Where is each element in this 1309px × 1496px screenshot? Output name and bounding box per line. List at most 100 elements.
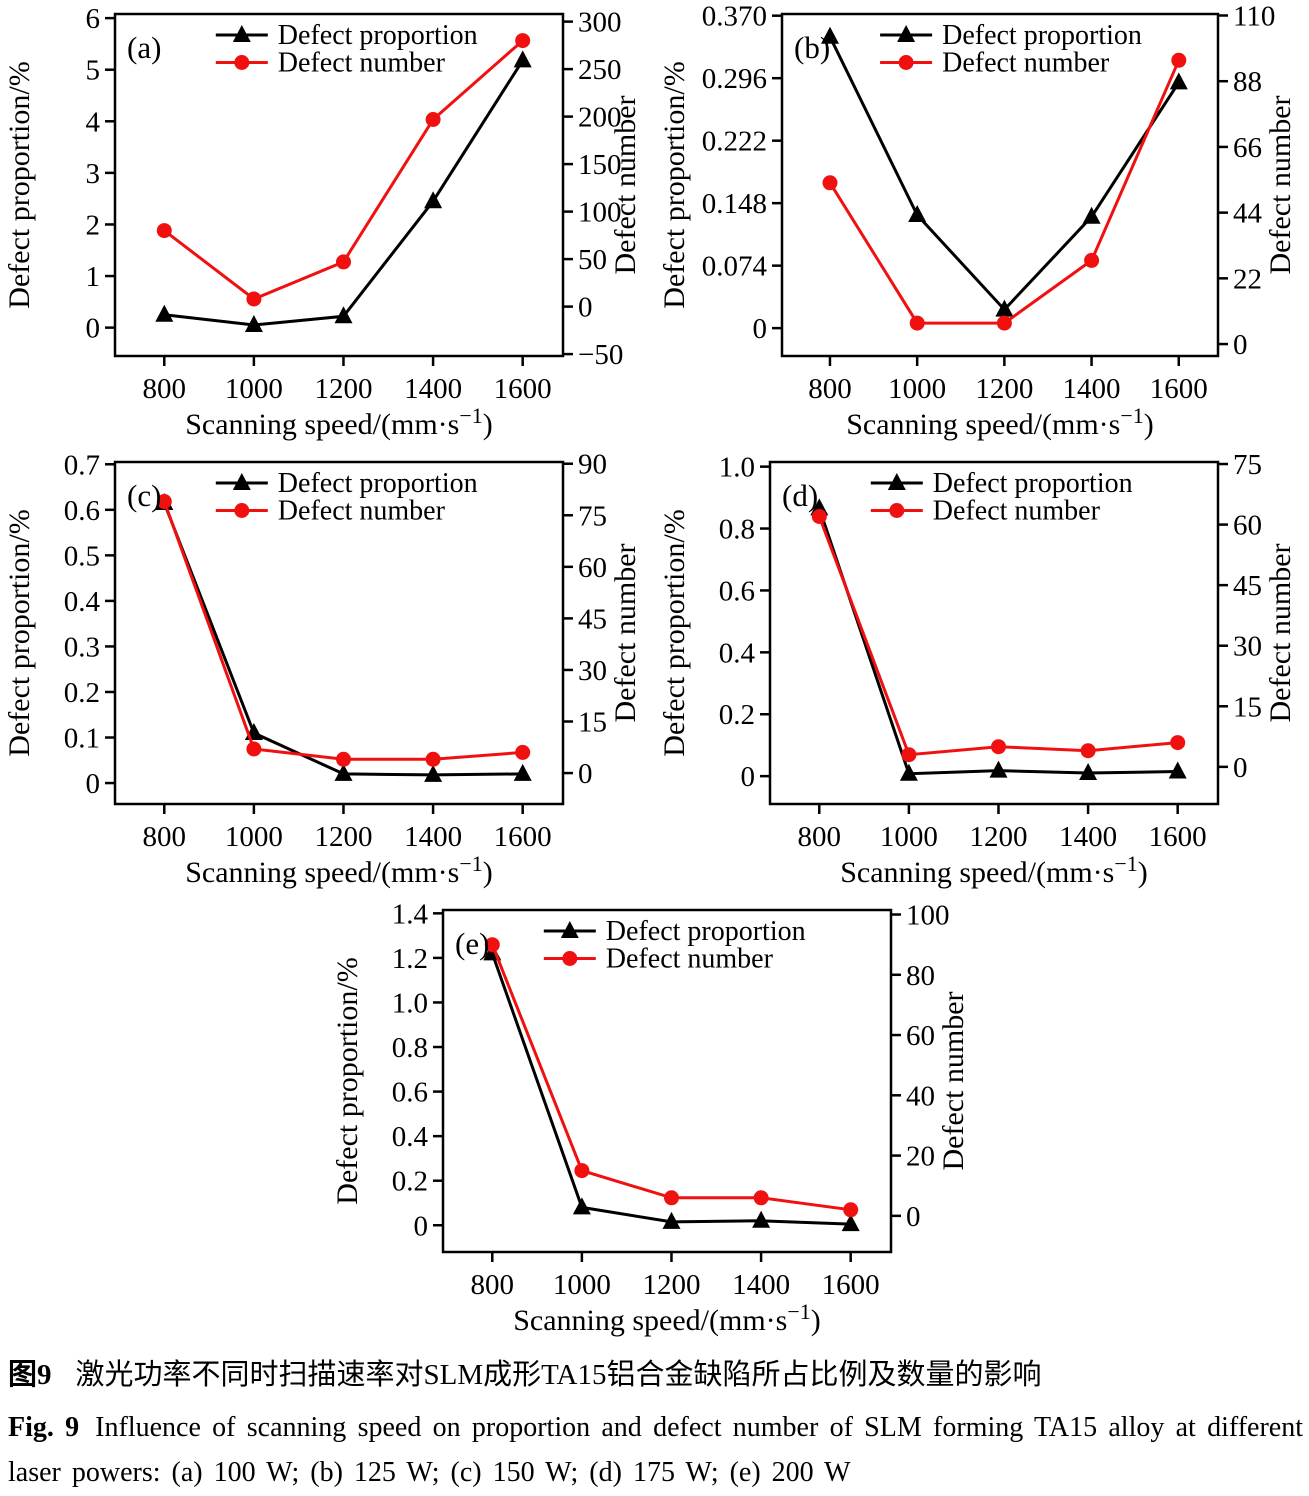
x-axis-label: Scanning speed/(mm·s−1) [840,851,1148,889]
chart-canvas: 800 1000 1200 1400 1600 0 0.074 0.148 0.222 0.296… [658,0,1297,441]
circle-marker [515,33,531,49]
circle-marker [996,315,1012,331]
circle-marker [156,223,172,239]
triangle-marker [662,1211,680,1229]
legend-label: Defect proportion [278,468,478,499]
legend-label: Defect number [605,944,773,975]
svg-text:45: 45 [578,603,607,635]
svg-text:75: 75 [1233,449,1262,481]
svg-text:100: 100 [578,197,622,229]
svg-text:1400: 1400 [404,373,462,405]
caption-en-label: Fig. 9 [8,1412,80,1444]
series-defect-proportion [155,50,532,332]
x-axis-ticks: 800 1000 1200 1400 1600 [797,804,1206,853]
svg-text:60: 60 [1233,510,1262,542]
svg-text:2: 2 [86,209,101,241]
chart-d: 800 1000 1200 1400 1600 0 0.2 0.4 0.6 0.8 1.0 0 15 30… [654,448,1309,896]
svg-text:1600: 1600 [1149,373,1207,405]
plot-box [441,908,892,1254]
svg-text:250: 250 [578,54,622,86]
svg-text:800: 800 [797,821,841,853]
svg-text:45: 45 [1233,570,1262,602]
svg-text:0.6: 0.6 [718,575,754,607]
circle-marker [842,1202,858,1218]
svg-text:800: 800 [143,373,187,405]
circle-marker [156,494,172,509]
circle-marker [561,951,577,966]
svg-text:150: 150 [578,149,622,181]
svg-text:0: 0 [740,761,755,793]
figure-caption: 图9 激光功率不同时扫描速率对SLM成形TA15铝合金缺陷所占比例及数量的影响 F… [0,1344,1309,1496]
panel-label: (d) [782,478,818,513]
svg-text:1000: 1000 [225,821,283,853]
left-axis-ticks: 0 0.074 0.148 0.222 0.296 0.370 [701,1,782,345]
chart-canvas: 800 1000 1200 1400 1600 0 1 2 3 4 5 6 −50 0 50 100 150 20… [3,3,642,441]
legend-label: Defect proportion [942,20,1142,51]
right-axis-ticks: 0 22 44 66 88 110 [1217,0,1275,361]
legend-label: Defect number [278,48,446,79]
circle-marker [822,175,837,191]
series-defect-number [156,494,531,767]
panel-label: (c) [127,478,161,513]
circle-marker [909,315,925,331]
triangle-marker [232,25,251,42]
caption-cn-label: 图9 [8,1359,52,1391]
legend-label: Defect proportion [605,916,805,947]
svg-text:0.6: 0.6 [391,1077,427,1109]
svg-text:0.4: 0.4 [718,637,755,669]
svg-text:60: 60 [578,552,607,584]
left-axis-ticks: 0 1 2 3 4 5 6 [86,3,115,345]
svg-text:0.7: 0.7 [64,449,100,481]
right-axis-label: Defect number [609,95,642,274]
charts-grid: 800 1000 1200 1400 1600 0 1 2 3 4 5 6 −50 0 50 100 150 20… [0,0,1309,1337]
legend-label: Defect proportion [278,20,478,51]
svg-text:15: 15 [578,707,607,739]
right-axis-ticks: −50 0 50 100 150 200 250 300 [563,7,623,371]
right-axis-ticks: 0 20 40 60 80 100 [890,900,949,1233]
svg-text:0.6: 0.6 [64,495,100,527]
right-axis-label: Defect number [1264,95,1297,274]
svg-text:30: 30 [578,655,607,687]
triangle-marker [1082,206,1101,224]
triangle-marker [513,50,532,68]
triangle-marker [513,763,532,781]
svg-text:3: 3 [86,158,101,190]
circle-marker [234,55,250,70]
triangle-marker [907,205,926,222]
plot-box [780,12,1219,358]
svg-text:0.4: 0.4 [64,586,101,618]
svg-text:0: 0 [86,768,101,800]
svg-text:0.4: 0.4 [391,1121,428,1153]
chart-c: 800 1000 1200 1400 1600 0 0.1 0.2 0.3 0.4 0.5 0.6 0.… [0,448,654,896]
triangle-marker [899,763,918,781]
series-defect-number [484,937,858,1218]
svg-text:1200: 1200 [969,821,1027,853]
x-axis-label: Scanning speed/(mm·s−1) [846,403,1154,441]
svg-text:30: 30 [1233,631,1262,663]
triangle-marker [1078,763,1097,780]
svg-text:88: 88 [1233,66,1262,98]
triangle-marker [751,1210,770,1228]
triangle-marker [334,306,353,324]
x-axis-ticks: 800 1000 1200 1400 1600 [470,1252,879,1301]
circle-marker [1080,743,1096,759]
caption-cn-text: 激光功率不同时扫描速率对SLM成形TA15铝合金缺陷所占比例及数量的影响 [75,1359,1042,1391]
circle-marker [888,503,904,518]
circle-marker [1169,735,1185,751]
svg-text:1600: 1600 [494,373,552,405]
series-defect-number [822,52,1186,331]
svg-text:1400: 1400 [404,821,462,853]
right-axis-ticks: 0 15 30 45 60 75 [1217,449,1262,784]
svg-text:1000: 1000 [879,821,937,853]
svg-text:1400: 1400 [732,1269,790,1301]
plot-box [768,460,1219,806]
svg-text:1.0: 1.0 [718,452,754,484]
svg-text:50: 50 [578,244,607,276]
plot-box [113,460,565,806]
svg-text:0: 0 [752,313,767,345]
series-defect-number [156,33,531,307]
triangle-marker [334,763,353,781]
svg-text:−50: −50 [578,339,623,371]
circle-marker [1170,52,1186,68]
